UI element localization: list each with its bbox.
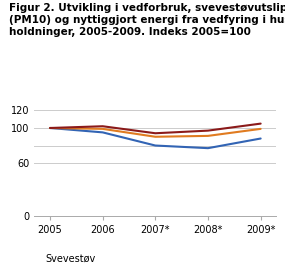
Legend: Svevestøv
(PM$_{10}$), Ved, TWh: Svevestøv (PM$_{10}$), Ved, TWh xyxy=(20,250,197,263)
Text: Figur 2. Utvikling i vedforbruk, svevestøvutslipp
(PM10) og nyttiggjort energi f: Figur 2. Utvikling i vedforbruk, svevest… xyxy=(9,3,285,37)
